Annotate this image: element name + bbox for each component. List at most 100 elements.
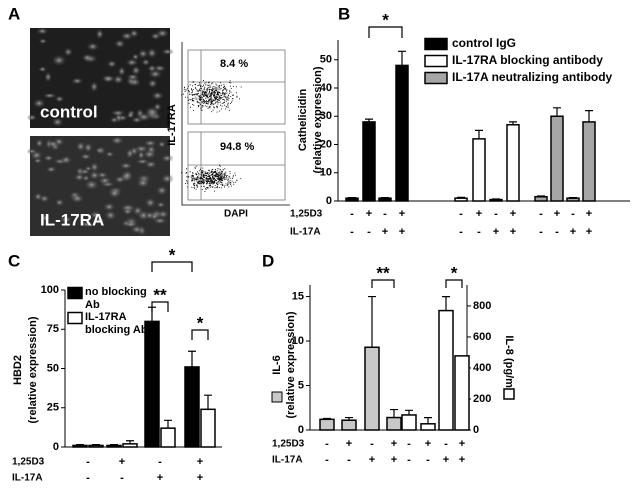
cell-texture [26, 27, 175, 237]
cell [106, 59, 118, 69]
y2-tick-label: 600 [473, 331, 491, 343]
bar [341, 419, 357, 431]
bar [184, 366, 200, 448]
significance-bracket [151, 261, 193, 272]
y2-tick-label: 400 [473, 362, 491, 374]
bar [88, 444, 104, 448]
cell [107, 187, 122, 199]
cell [33, 157, 43, 164]
cell [131, 65, 142, 76]
cell [160, 173, 174, 185]
cell [160, 154, 174, 163]
legend-label: IL-17A neutralizing antibody [452, 70, 613, 84]
condition-sign: - [407, 438, 411, 450]
y-tick-label: 50 [47, 362, 59, 374]
bar [438, 309, 454, 431]
legend-swatch [424, 54, 448, 68]
axis-key [271, 391, 283, 403]
cell [88, 170, 101, 181]
cell [146, 47, 158, 59]
condition-sign: + [119, 456, 125, 468]
legend-label: control IgG [452, 36, 516, 50]
flow-plots [181, 42, 290, 206]
condition-sign: + [443, 454, 449, 466]
condition-sign: + [493, 226, 499, 238]
bar [362, 121, 376, 202]
legend-swatch [67, 286, 83, 300]
condition-sign: + [197, 472, 203, 484]
y2-tick-label: 0 [473, 424, 479, 436]
condition-sign: - [494, 208, 498, 220]
cell [38, 38, 48, 45]
cell [136, 112, 152, 123]
condition-sign: - [477, 226, 481, 238]
cell [141, 58, 151, 67]
significance-label: * [169, 245, 176, 264]
condition-name: IL-17A [272, 455, 303, 466]
bar [420, 423, 436, 431]
cell [156, 201, 166, 209]
significance-label: * [451, 263, 458, 282]
cell [47, 139, 59, 149]
cell [134, 158, 151, 165]
condition-sign: + [391, 438, 397, 450]
flow-box [187, 131, 286, 201]
percent-label: 8.4 % [220, 58, 248, 70]
cell [29, 149, 44, 161]
scatter-texture [181, 80, 242, 192]
condition-sign: - [459, 226, 463, 238]
condition-sign: - [367, 226, 371, 238]
cell [37, 66, 48, 73]
cell [51, 54, 67, 67]
cell [129, 224, 144, 235]
condition-sign: - [407, 454, 411, 466]
y-axis-label: IL-6 [271, 355, 283, 375]
significance-label: ** [153, 285, 167, 304]
cell [63, 47, 74, 57]
condition-sign: + [197, 456, 203, 468]
bar [386, 416, 402, 431]
condition-sign: - [120, 472, 124, 484]
cell [125, 58, 139, 67]
cell [155, 185, 169, 196]
y-tick-label: 15 [292, 290, 304, 302]
cell [137, 48, 149, 59]
cell [113, 39, 126, 49]
image-label: control [40, 102, 98, 121]
panel-label: C [8, 251, 20, 270]
cell [75, 140, 87, 153]
condition-sign: + [554, 208, 560, 220]
condition-sign: - [383, 208, 387, 220]
panel-label: A [8, 4, 20, 23]
panel-label: D [262, 251, 274, 270]
image-label: IL-17RA [40, 210, 104, 229]
cell [79, 168, 91, 176]
axis-key [503, 388, 515, 400]
condition-name: 1,25D3 [290, 209, 323, 220]
flow-box [187, 49, 286, 125]
bar [122, 443, 138, 448]
cell [38, 194, 51, 203]
condition-sign: + [510, 208, 516, 220]
bar [534, 196, 548, 202]
y-tick-label: 0 [298, 424, 304, 436]
condition-name: 1,25D3 [272, 439, 305, 450]
condition-sign: - [350, 208, 354, 220]
y-axis-label: (relative expression) [285, 311, 297, 418]
cell [83, 178, 100, 191]
y-axis-label: Cathelicidin [297, 89, 309, 152]
bar [395, 64, 409, 202]
bar [506, 123, 520, 202]
bar [454, 197, 468, 202]
cell [112, 74, 125, 85]
cell [54, 198, 65, 207]
y-tick-label: 10 [320, 167, 332, 179]
y-tick-label: 100 [41, 284, 59, 296]
significance-bracket [445, 279, 463, 288]
significance-label: * [382, 10, 389, 29]
y-axis-label: (relative expression) [27, 316, 39, 423]
percent-label: 94.8 % [220, 141, 254, 153]
cell [128, 28, 140, 39]
cell [92, 217, 106, 224]
